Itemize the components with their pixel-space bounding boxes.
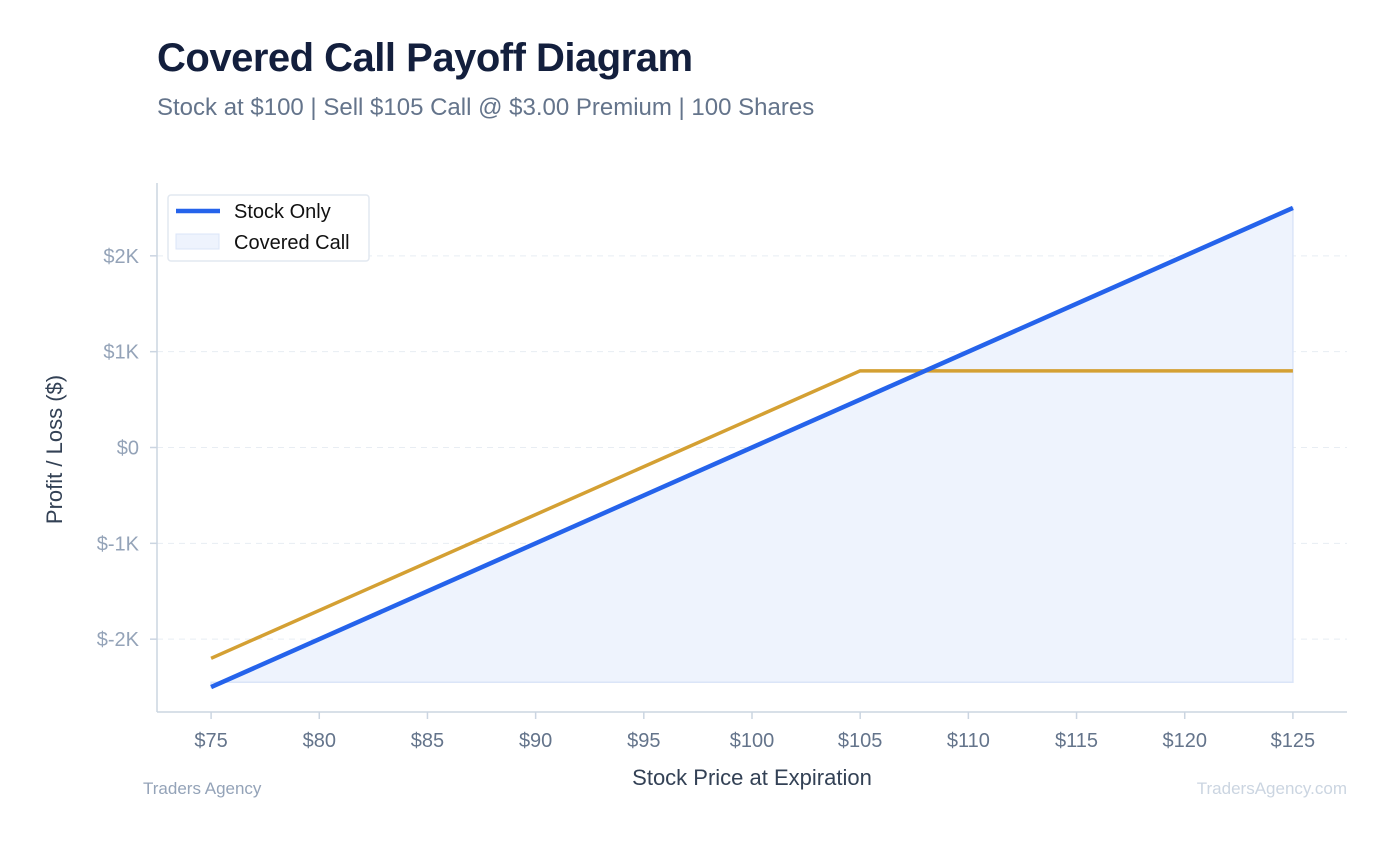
y-tick-label-1: $-1K [97, 533, 140, 555]
legend: Stock Only Covered Call [167, 194, 370, 262]
x-axis-label: Stock Price at Expiration [632, 765, 872, 790]
x-tick-label-3: $90 [519, 730, 552, 752]
x-tick-label-10: $125 [1271, 730, 1316, 752]
y-tick-label-0: $-2K [97, 629, 140, 651]
y-tick-label-4: $2K [103, 246, 139, 268]
x-tick-label-8: $115 [1055, 730, 1098, 752]
series-line-stock-only [210, 205, 1294, 690]
x-tick-label-7: $110 [947, 730, 990, 752]
series-line-covered-call-payoff [210, 369, 1293, 660]
x-tick-label-6: $105 [838, 730, 883, 752]
x-tick-label-4: $95 [627, 730, 660, 752]
axes [150, 183, 1347, 719]
legend-label-covered-call: Covered Call [234, 232, 350, 254]
x-tick-label-0: $75 [194, 730, 227, 752]
series-layer [210, 205, 1294, 690]
y-tick-label-2: $0 [117, 438, 139, 460]
footer-brand: Traders Agency [143, 779, 262, 798]
legend-swatch-covered-call [175, 233, 220, 250]
y-axis-label: Profit / Loss ($) [42, 375, 67, 524]
chart-title: Covered Call Payoff Diagram [157, 36, 693, 80]
x-tick-label-1: $80 [303, 730, 336, 752]
chart-subtitle: Stock at $100 | Sell $105 Call @ $3.00 P… [157, 94, 815, 121]
y-tick-label-3: $1K [103, 342, 139, 364]
tick-labels: $-2K $-1K $0 $1K $2K $75 $80 $85 $90 $95 $100 $105 $… [97, 246, 1315, 752]
x-tick-label-9: $120 [1162, 730, 1207, 752]
x-tick-label-5: $100 [730, 730, 775, 752]
legend-label-stock-only: Stock Only [234, 201, 331, 223]
x-tick-label-2: $85 [411, 730, 444, 752]
footer-website: TradersAgency.com [1196, 779, 1347, 798]
